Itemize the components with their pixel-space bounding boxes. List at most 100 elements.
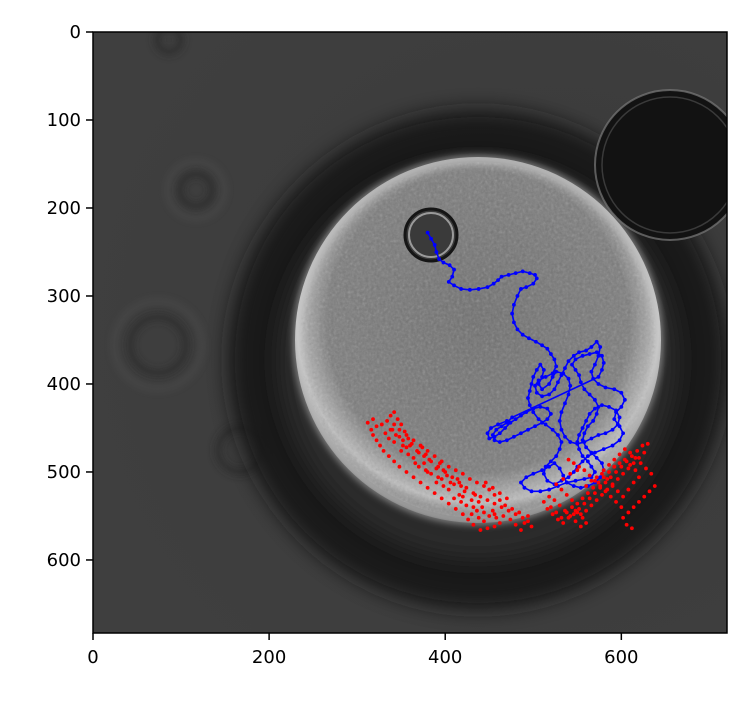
data-point: [552, 387, 557, 392]
data-point: [568, 440, 573, 444]
x-tick-label: 600: [604, 647, 638, 668]
data-point: [418, 443, 423, 448]
data-point: [614, 470, 618, 474]
data-point: [557, 419, 562, 423]
data-point: [492, 501, 497, 506]
data-point: [622, 457, 627, 462]
data-point: [497, 491, 502, 495]
data-point: [534, 390, 539, 395]
data-point: [626, 466, 631, 471]
data-point: [446, 464, 451, 469]
data-point: [504, 496, 509, 501]
data-point: [584, 484, 589, 488]
data-point: [425, 485, 430, 490]
data-point: [600, 492, 604, 497]
data-point: [386, 436, 391, 441]
data-point: [619, 464, 624, 469]
data-point: [487, 514, 492, 518]
data-point: [578, 485, 583, 490]
data-point: [395, 417, 400, 422]
data-point: [582, 387, 587, 392]
data-point: [621, 431, 625, 436]
data-point: [593, 362, 597, 367]
data-point: [552, 357, 557, 362]
data-point: [607, 470, 611, 474]
data-point: [533, 272, 537, 277]
data-point: [584, 445, 589, 450]
data-point: [548, 505, 553, 510]
data-point: [429, 471, 434, 476]
track-points: [365, 230, 657, 532]
data-point: [439, 477, 444, 481]
data-point: [566, 376, 571, 381]
data-point: [621, 471, 625, 476]
data-point: [642, 450, 647, 455]
data-point: [397, 434, 402, 439]
data-point: [527, 403, 532, 407]
data-point: [615, 489, 620, 494]
data-point: [526, 336, 531, 341]
data-point: [531, 406, 536, 411]
data-point: [379, 422, 384, 427]
data-point: [600, 471, 604, 476]
data-point: [501, 514, 506, 518]
data-point: [381, 448, 386, 453]
data-point: [485, 285, 490, 290]
data-point: [394, 433, 398, 437]
data-point: [582, 477, 587, 481]
data-point: [429, 459, 434, 464]
data-point: [552, 461, 557, 466]
data-point: [589, 345, 594, 349]
data-point: [614, 408, 618, 413]
data-point: [457, 492, 462, 497]
data-point: [566, 457, 571, 462]
data-point: [607, 404, 611, 409]
data-point: [515, 327, 520, 332]
data-point: [536, 378, 541, 383]
data-point: [497, 431, 502, 436]
data-point: [453, 507, 458, 511]
data-point: [596, 353, 601, 358]
data-point: [556, 380, 560, 385]
data-point: [559, 427, 564, 432]
data-point: [374, 438, 379, 443]
data-point: [580, 426, 585, 430]
data-point: [605, 477, 610, 481]
data-point: [531, 410, 536, 415]
data-point: [563, 401, 567, 406]
microscopy-image: [93, 32, 727, 633]
data-point: [550, 371, 555, 376]
data-point: [559, 515, 564, 520]
track-series-0: [425, 230, 627, 494]
data-point: [526, 396, 530, 400]
data-point: [540, 394, 544, 399]
data-point: [397, 464, 402, 469]
data-point: [614, 499, 618, 504]
data-point: [460, 471, 465, 476]
data-point: [406, 452, 411, 457]
data-point: [446, 280, 451, 284]
data-point: [540, 387, 544, 392]
data-point: [371, 417, 375, 422]
data-point: [538, 404, 543, 409]
data-point: [571, 353, 576, 358]
data-point: [591, 485, 596, 490]
data-point: [392, 410, 397, 415]
data-point: [589, 436, 594, 441]
data-point: [499, 274, 504, 279]
data-point: [385, 419, 390, 423]
data-point: [593, 397, 597, 402]
data-point: [575, 501, 580, 506]
data-point: [554, 510, 559, 515]
data-point: [570, 498, 574, 503]
data-point: [561, 477, 566, 481]
data-point: [436, 464, 441, 469]
data-point: [578, 512, 583, 517]
data-point: [541, 367, 546, 372]
data-point: [601, 475, 606, 480]
data-point: [399, 448, 404, 453]
data-point: [612, 387, 617, 392]
data-point: [411, 438, 416, 443]
data-point: [566, 515, 571, 520]
